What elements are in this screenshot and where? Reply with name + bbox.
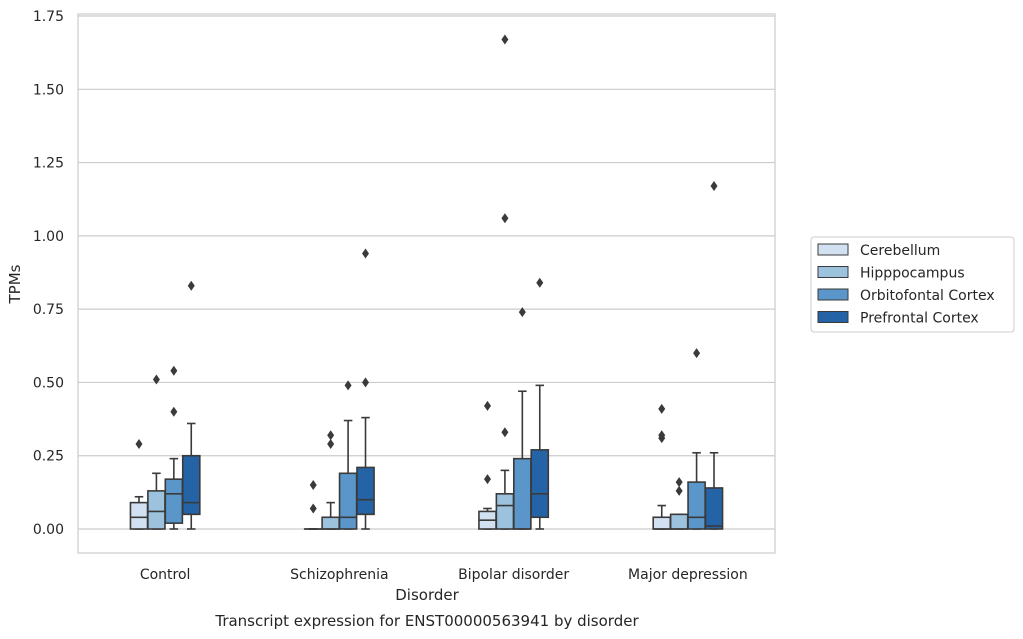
legend-swatch xyxy=(817,243,849,256)
box xyxy=(704,487,724,530)
legend-swatch xyxy=(817,266,849,278)
outlier-point xyxy=(170,365,178,376)
outlier-point xyxy=(327,430,335,441)
series-group xyxy=(129,400,672,530)
legend-swatch xyxy=(817,311,849,323)
y-tick-label: 0.00 xyxy=(33,522,64,538)
box-group xyxy=(669,477,689,530)
legend-frame xyxy=(810,236,1015,333)
box xyxy=(321,516,341,530)
box-group xyxy=(356,248,375,530)
x-axis-label: Disorder xyxy=(395,586,459,604)
y-axis-label: TPMs xyxy=(6,264,24,304)
box xyxy=(129,501,149,530)
legend-label: Orbitofontal Cortex xyxy=(860,288,995,304)
outlier-point xyxy=(693,348,701,359)
box xyxy=(181,454,201,516)
outlier-point xyxy=(309,480,317,491)
outlier-point xyxy=(362,377,370,388)
legend-label: Prefrontal Cortex xyxy=(860,311,979,327)
x-axis-ticks: Control Schizophrenia Bipolar disorder Majo… xyxy=(140,567,748,583)
box-group xyxy=(338,380,358,530)
y-tick-label: 0.50 xyxy=(33,375,64,391)
outlier-point xyxy=(501,34,509,45)
outlier-point xyxy=(152,374,160,385)
y-axis-ticks: 0.00 0.25 0.50 0.75 1.00 1.25 1.50 1.75 xyxy=(33,9,64,538)
outlier-point xyxy=(344,380,352,391)
outlier-point xyxy=(675,477,683,488)
legend-items: Cerebellum Hipppocampus Orbitofontal Corte… xyxy=(817,243,995,327)
outlier-point xyxy=(362,248,370,259)
box-group xyxy=(495,34,515,530)
outlier-point xyxy=(187,280,195,291)
legend-swatch xyxy=(817,288,849,301)
series-group xyxy=(147,34,689,530)
box xyxy=(147,490,166,530)
box-group xyxy=(181,280,201,530)
outlier-point xyxy=(327,438,335,449)
outlier-point xyxy=(170,406,178,417)
box xyxy=(495,493,515,530)
plot-area-frame xyxy=(77,13,776,554)
x-tick-label: Major depression xyxy=(628,567,748,583)
outlier-point xyxy=(518,307,526,318)
outlier-point xyxy=(536,277,544,288)
outlier-point xyxy=(501,213,509,224)
box-group xyxy=(687,348,706,530)
outlier-point xyxy=(483,474,491,485)
box xyxy=(512,457,532,530)
box xyxy=(652,516,672,530)
box-group xyxy=(652,403,672,530)
box-group xyxy=(478,400,497,530)
y-tick-label: 0.25 xyxy=(33,449,64,465)
box xyxy=(356,466,375,516)
box-group xyxy=(530,277,550,530)
outlier-point xyxy=(658,430,666,441)
outlier-point xyxy=(658,403,666,414)
y-tick-label: 0.75 xyxy=(33,302,64,318)
outlier-point xyxy=(710,181,718,192)
legend-label: Hipppocampus xyxy=(860,266,965,282)
box xyxy=(338,472,358,530)
series-group xyxy=(181,181,724,530)
chart-title: Transcript expression for ENST0000056394… xyxy=(214,612,639,630)
y-tick-label: 1.00 xyxy=(33,229,64,245)
box-group xyxy=(321,430,341,530)
y-tick-label: 1.50 xyxy=(33,82,64,98)
x-tick-label: Control xyxy=(140,567,191,583)
outlier-point xyxy=(675,485,683,496)
box-series xyxy=(129,34,724,530)
series-group xyxy=(164,307,706,530)
legend: Cerebellum Hipppocampus Orbitofontal Corte… xyxy=(810,236,1015,333)
outlier-point xyxy=(309,503,317,514)
box-group xyxy=(512,307,532,530)
box-group xyxy=(164,365,184,530)
x-tick-label: Schizophrenia xyxy=(290,567,388,583)
outlier-point xyxy=(501,427,509,438)
box-group xyxy=(129,438,149,530)
y-tick-label: 1.75 xyxy=(33,9,64,25)
outlier-point xyxy=(135,438,143,449)
x-tick-label: Bipolar disorder xyxy=(458,567,569,583)
box xyxy=(530,449,550,519)
box-group xyxy=(704,181,724,530)
y-tick-label: 1.25 xyxy=(33,156,64,172)
grid-lines xyxy=(78,15,775,530)
box xyxy=(687,481,706,530)
box xyxy=(669,513,689,530)
box-group xyxy=(303,480,323,530)
legend-label: Cerebellum xyxy=(860,243,940,259)
outlier-point xyxy=(483,400,491,411)
box xyxy=(164,478,184,524)
box-group xyxy=(147,374,166,530)
